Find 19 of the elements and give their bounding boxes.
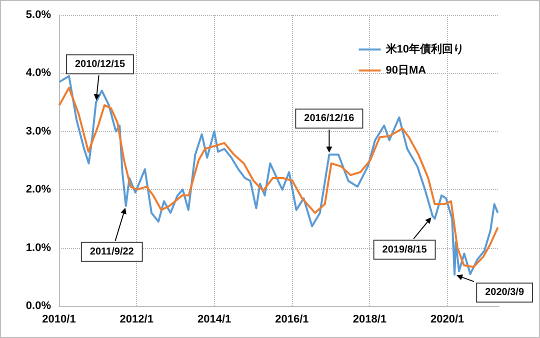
annotation: 2011/9/22 (90, 246, 134, 258)
y-tick-label: 4.0% (26, 67, 52, 80)
y-tick-label: 5.0% (26, 9, 52, 21)
annotation: 2020/3/9 (485, 287, 524, 298)
x-tick-label: 2014/1 (198, 314, 232, 326)
annotation: 2016/12/16 (304, 113, 355, 124)
x-tick-label: 2020/1 (430, 314, 464, 326)
y-tick-label: 0.0% (26, 300, 52, 312)
y-tick-label: 2.0% (26, 184, 52, 196)
x-tick-label: 2010/1 (42, 314, 76, 326)
y-tick-label: 3.0% (26, 125, 52, 138)
legend-label: 米10年債利回り (384, 42, 464, 56)
annotation: 2019/8/15 (382, 244, 428, 256)
legend-label: 90日MA (386, 64, 426, 76)
x-tick-label: 2012/1 (120, 314, 154, 326)
annotation: 2010/12/15 (74, 58, 126, 70)
x-tick-label: 2016/1 (275, 314, 309, 326)
x-tick-label: 2018/1 (352, 314, 387, 326)
y-tick-label: 1.0% (26, 242, 52, 254)
